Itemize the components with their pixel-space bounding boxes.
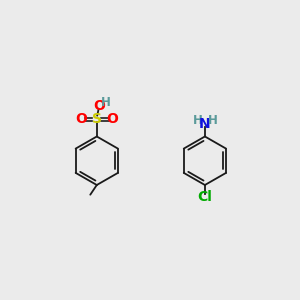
Text: Cl: Cl <box>197 190 212 204</box>
Text: H: H <box>207 114 217 127</box>
Text: O: O <box>106 112 118 126</box>
Text: S: S <box>92 112 102 126</box>
Text: H: H <box>101 96 111 109</box>
Text: O: O <box>76 112 88 126</box>
Text: H: H <box>193 114 202 127</box>
Text: N: N <box>199 117 211 131</box>
Text: O: O <box>93 99 105 113</box>
